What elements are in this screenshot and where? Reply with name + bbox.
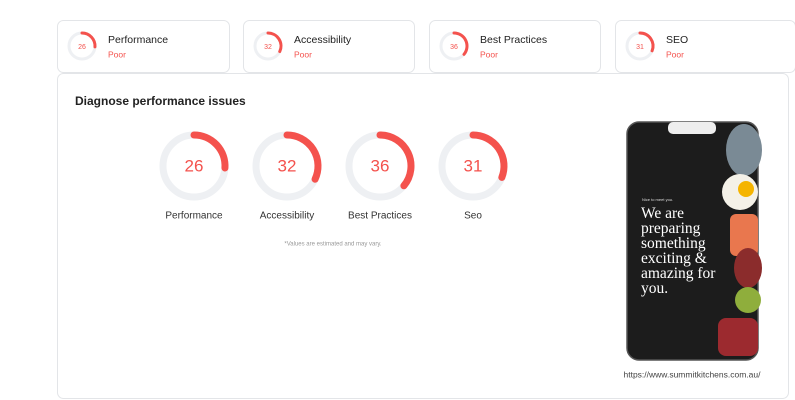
gauge-label: Seo bbox=[464, 211, 482, 222]
food-fish bbox=[726, 124, 762, 176]
food-meat bbox=[734, 248, 762, 288]
gauge-score: 26 bbox=[185, 156, 204, 175]
card[interactable] bbox=[429, 20, 601, 73]
food-steak bbox=[718, 318, 758, 356]
phone-notch bbox=[668, 122, 716, 134]
gauge-label: Best Practices bbox=[348, 211, 412, 222]
gauge-arc bbox=[266, 31, 283, 54]
food-yolk bbox=[738, 181, 754, 197]
gauge-label: Accessibility bbox=[260, 211, 314, 222]
summary-cards bbox=[57, 20, 795, 73]
card-score: 26 bbox=[78, 44, 86, 51]
diagnose-panel bbox=[57, 73, 789, 399]
gauge-score: 32 bbox=[278, 156, 297, 175]
card-score: 32 bbox=[264, 44, 272, 51]
card-rating: Poor bbox=[480, 49, 498, 59]
card[interactable] bbox=[615, 20, 795, 73]
card-score: 31 bbox=[636, 44, 644, 51]
preview-url[interactable]: https://www.summitkitchens.com.au/ bbox=[624, 369, 762, 379]
gauge-label: Performance bbox=[165, 211, 223, 222]
gauge-arc bbox=[469, 131, 508, 181]
gauge-arc bbox=[283, 131, 322, 183]
food-salmon bbox=[730, 214, 758, 256]
gauge-score: 36 bbox=[371, 156, 390, 175]
card-rating: Poor bbox=[666, 49, 684, 59]
card-score: 36 bbox=[450, 44, 458, 51]
card-rating: Poor bbox=[294, 49, 312, 59]
preview-small-text: Nice to meet you. bbox=[642, 197, 674, 202]
card-rating: Poor bbox=[108, 49, 126, 59]
phone-preview bbox=[626, 121, 762, 361]
card-label: SEO bbox=[666, 34, 688, 46]
card-label: Accessibility bbox=[294, 34, 352, 46]
food-avocado bbox=[735, 287, 761, 313]
panel-title: Diagnose performance issues bbox=[75, 94, 246, 108]
gauge-arc bbox=[190, 131, 229, 172]
gauge-arc bbox=[80, 31, 97, 49]
preview-headline: We are preparing something exciting & am… bbox=[641, 205, 716, 297]
gauge-arc bbox=[452, 31, 469, 56]
card-label: Performance bbox=[108, 34, 168, 46]
gauge-arc bbox=[638, 31, 655, 53]
card[interactable] bbox=[243, 20, 415, 73]
card[interactable] bbox=[57, 20, 230, 73]
gauge-arc bbox=[376, 131, 415, 190]
note: *Values are estimated and may vary. bbox=[284, 242, 381, 248]
gauge-score: 31 bbox=[464, 156, 483, 175]
card-label: Best Practices bbox=[480, 34, 547, 46]
